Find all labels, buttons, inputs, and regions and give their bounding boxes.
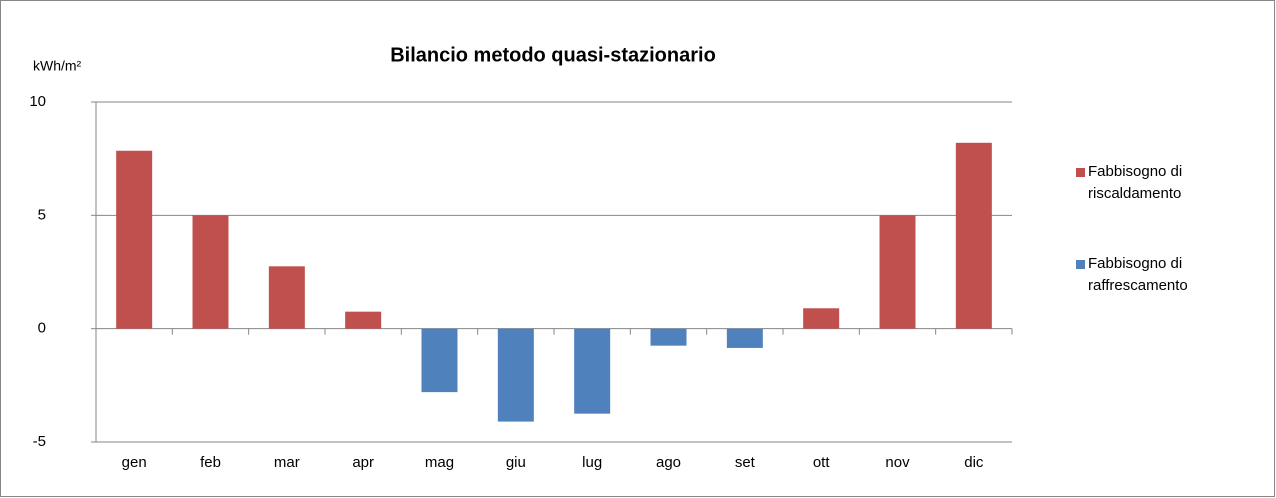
bar bbox=[421, 328, 458, 393]
y-tick-label: 0 bbox=[38, 320, 46, 337]
bar bbox=[268, 266, 305, 329]
bar bbox=[116, 150, 153, 329]
x-tick-label: apr bbox=[352, 454, 374, 471]
chart-title: Bilancio metodo quasi-stazionario bbox=[390, 44, 716, 66]
x-tick-label: giu bbox=[506, 454, 526, 471]
x-tick-label: lug bbox=[582, 454, 602, 471]
legend-swatch bbox=[1076, 260, 1085, 269]
bar bbox=[803, 308, 840, 329]
legend-swatch bbox=[1076, 168, 1085, 177]
legend-entry: Fabbisogno di raffrescamento bbox=[1076, 253, 1246, 297]
x-tick-label: gen bbox=[122, 454, 147, 471]
x-tick-label: mar bbox=[274, 454, 300, 471]
bar bbox=[879, 215, 916, 329]
legend-entry: Fabbisogno di riscaldamento bbox=[1076, 161, 1246, 205]
bar bbox=[955, 142, 992, 329]
x-tick-label: dic bbox=[964, 454, 984, 471]
bar bbox=[574, 328, 611, 414]
bar bbox=[497, 328, 534, 422]
bar bbox=[726, 328, 763, 348]
x-tick-label: set bbox=[735, 454, 756, 471]
x-tick-label: ago bbox=[656, 454, 681, 471]
x-tick-label: mag bbox=[425, 454, 454, 471]
x-tick-label: nov bbox=[885, 454, 910, 471]
bar bbox=[345, 311, 382, 329]
y-tick-label: 5 bbox=[38, 206, 46, 223]
legend-label: Fabbisogno di raffrescamento bbox=[1088, 255, 1188, 294]
y-tick-label: -5 bbox=[33, 433, 46, 450]
x-tick-label: ott bbox=[813, 454, 831, 471]
legend-label: Fabbisogno di riscaldamento bbox=[1088, 163, 1183, 202]
bar bbox=[650, 328, 687, 346]
x-tick-label: feb bbox=[200, 454, 221, 471]
y-tick-label: 10 bbox=[29, 93, 46, 110]
y-axis-label: kWh/m² bbox=[33, 58, 82, 74]
bar bbox=[192, 215, 229, 329]
